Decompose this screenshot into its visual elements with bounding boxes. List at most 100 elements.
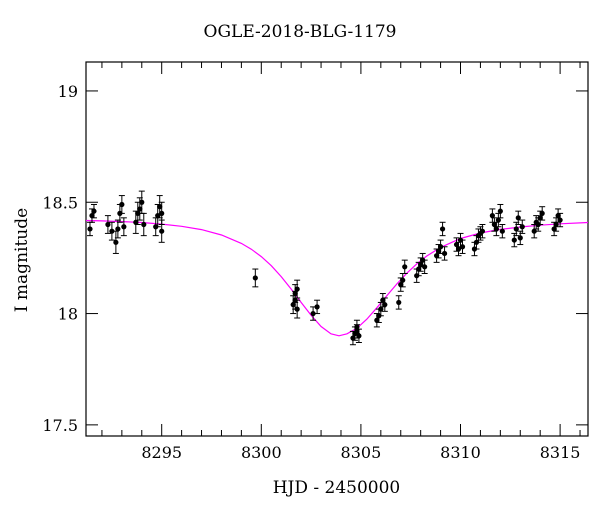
- data-point-marker: [435, 248, 442, 254]
- data-point-marker: [416, 266, 422, 272]
- data-point: [108, 221, 115, 241]
- data-point: [314, 299, 321, 315]
- data-point: [453, 237, 460, 252]
- x-tick-label: 8310: [440, 443, 481, 462]
- data-point-marker: [453, 241, 460, 248]
- data-point-marker: [374, 317, 380, 323]
- data-point-marker: [479, 228, 486, 234]
- data-point-marker: [155, 213, 161, 219]
- data-point-marker: [119, 201, 125, 208]
- data-point-marker: [539, 210, 545, 216]
- data-point-marker: [555, 213, 561, 219]
- data-point: [401, 259, 408, 274]
- data-point-marker: [422, 264, 428, 270]
- data-point: [120, 217, 127, 237]
- data-point-marker: [495, 217, 501, 223]
- y-tick-label: 19: [58, 82, 78, 101]
- data-point-marker: [135, 210, 141, 216]
- data-point-marker: [105, 221, 111, 228]
- data-point-marker: [497, 208, 503, 214]
- data-point: [531, 224, 538, 239]
- data-point: [104, 215, 111, 234]
- data-point: [493, 221, 500, 237]
- data-point-marker: [113, 239, 119, 245]
- data-point-marker: [491, 221, 497, 228]
- data-point: [455, 241, 462, 257]
- data-point: [294, 279, 301, 299]
- data-point-marker: [294, 306, 300, 312]
- data-point: [294, 299, 301, 319]
- data-point: [421, 259, 428, 274]
- data-point: [134, 201, 141, 226]
- data-point-marker: [511, 237, 517, 243]
- data-point: [479, 224, 486, 239]
- data-point-marker: [354, 324, 360, 330]
- data-point-marker: [402, 264, 408, 270]
- data-point: [118, 195, 125, 214]
- data-point-marker: [439, 226, 446, 232]
- data-point: [90, 203, 97, 219]
- data-point-marker: [159, 228, 165, 234]
- data-point-marker: [137, 206, 143, 212]
- data-point-marker: [517, 235, 523, 241]
- data-point: [310, 306, 317, 321]
- data-point-marker: [531, 228, 537, 234]
- data-point-marker: [459, 244, 466, 250]
- data-point-marker: [551, 226, 557, 232]
- data-point: [515, 210, 522, 226]
- data-point-marker: [133, 219, 139, 225]
- data-point-marker: [441, 250, 448, 257]
- data-point-marker: [350, 335, 356, 341]
- x-tick-label: 8300: [241, 443, 282, 462]
- data-point-marker: [292, 290, 298, 297]
- data-point-marker: [378, 306, 384, 312]
- data-point-marker: [121, 224, 127, 230]
- data-point-marker: [537, 215, 543, 221]
- data-point-marker: [513, 226, 519, 232]
- data-point-marker: [252, 275, 258, 281]
- data-point-marker: [314, 304, 320, 310]
- y-tick-label: 17.5: [42, 416, 78, 435]
- model-curve: [85, 219, 589, 337]
- data-point-marker: [310, 310, 316, 317]
- y-tick-label: 18: [58, 305, 78, 324]
- data-point-marker: [489, 213, 495, 219]
- data-point-marker: [109, 228, 115, 234]
- data-point: [459, 239, 466, 254]
- data-point-marker: [437, 244, 444, 250]
- data-point-marker: [157, 204, 163, 210]
- data-point-marker: [396, 299, 402, 306]
- data-point: [539, 206, 546, 221]
- data-point-marker: [89, 213, 95, 219]
- x-tick-label: 8295: [141, 443, 182, 462]
- chart-title: OGLE-2018-BLG-1179: [203, 22, 397, 42]
- y-tick-label: 18.5: [42, 193, 78, 212]
- data-point-marker: [557, 217, 563, 223]
- data-point: [355, 328, 362, 343]
- data-point: [441, 246, 448, 261]
- data-point-marker: [139, 199, 145, 205]
- data-point-marker: [519, 224, 525, 230]
- data-point-marker: [553, 221, 559, 228]
- data-point: [557, 212, 564, 228]
- data-point: [499, 224, 506, 239]
- data-point: [439, 221, 446, 237]
- data-point-marker: [294, 286, 300, 292]
- data-point-marker: [434, 253, 440, 259]
- x-tick-label: 8315: [540, 443, 581, 462]
- data-point: [252, 268, 259, 288]
- data-point-marker: [141, 221, 147, 228]
- data-point: [381, 297, 388, 312]
- data-point: [497, 203, 504, 219]
- data-point-marker: [515, 215, 521, 221]
- data-point-marker: [493, 226, 499, 232]
- data-point-marker: [87, 226, 93, 232]
- data-point: [140, 212, 147, 237]
- plot-frame: [85, 61, 589, 437]
- data-point-marker: [356, 333, 362, 339]
- x-tick-label: 8305: [341, 443, 382, 462]
- data-point: [86, 221, 93, 237]
- data-point-marker: [380, 297, 386, 303]
- data-point: [519, 219, 526, 234]
